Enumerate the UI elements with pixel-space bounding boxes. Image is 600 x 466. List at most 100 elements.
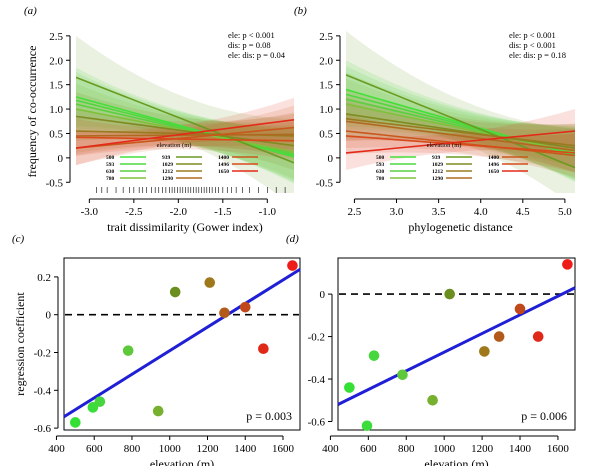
x-tick-label: 3.0 [390, 206, 404, 218]
data-point [361, 420, 373, 432]
series-line [76, 136, 294, 142]
legend-label: 1650 [218, 169, 229, 175]
x-tick-label: 1400 [509, 443, 532, 455]
confidence-band [346, 30, 575, 193]
y-tick-label: -0.2 [308, 332, 325, 344]
x-tick-label: 1600 [547, 443, 570, 455]
x-tick-label: 1200 [196, 443, 219, 455]
x-tick-label: -1.0 [259, 206, 277, 218]
data-point [532, 331, 544, 342]
x-tick-label: 400 [322, 443, 339, 455]
y-axis-label: regression coefficient [13, 292, 27, 396]
legend-label: 593 [376, 162, 385, 168]
y-tick-label: 1.5 [49, 80, 63, 92]
x-tick-label: 4.0 [474, 206, 488, 218]
legend-label: 1290 [162, 176, 173, 182]
series-line [346, 130, 575, 157]
panel-3: (d) -0.6 -0.4 -0.2 0 400 600 800 1000 1200 1400 160… [286, 233, 576, 466]
panel-1: (b) -0.5 0 0.5 1.0 1.5 2.0 2.5 2.5 3.0 3.5 4.0 4.5 5.… [294, 5, 575, 234]
legend-label: 500 [106, 155, 115, 161]
stat-text: ele: p < 0.001 [228, 30, 275, 40]
series-line [76, 126, 294, 149]
series-line [76, 119, 294, 149]
x-axis-label: trait dissimilarity (Gower index) [107, 220, 263, 234]
x-axis-label: elevation (m) [424, 457, 488, 466]
plot-area [76, 35, 294, 193]
x-tick-label: 1000 [159, 443, 182, 455]
y-tick-label: 1.0 [49, 104, 63, 116]
legend-label: 780 [376, 176, 385, 182]
panel-label: (d) [286, 233, 299, 245]
y-tick-label: 2.0 [319, 55, 333, 67]
x-tick-label: 1000 [433, 443, 456, 455]
data-point [368, 350, 380, 361]
x-tick-label: 1400 [234, 443, 257, 455]
y-tick-label: -0.4 [308, 374, 326, 386]
legend-label: 1212 [432, 169, 443, 175]
data-point [493, 331, 505, 342]
series-line [346, 135, 575, 154]
legend-label: 1496 [218, 162, 229, 168]
x-tick-label: 800 [398, 443, 415, 455]
legend-label: 630 [376, 169, 385, 175]
panel-label: (c) [12, 233, 25, 245]
x-tick-label: -2.5 [125, 206, 143, 218]
y-tick-label: -0.6 [308, 417, 326, 429]
legend-label: 939 [432, 155, 441, 161]
stat-text: ele: dis: p = 0.18 [509, 50, 566, 60]
x-tick-label: 4.5 [516, 206, 530, 218]
stat-text: dis: p < 0.001 [509, 40, 556, 50]
data-point [204, 277, 216, 288]
x-tick-label: 5.0 [558, 206, 572, 218]
x-axis-label: elevation (m) [150, 457, 214, 466]
series-line [346, 103, 575, 153]
series-line [76, 76, 294, 164]
legend-label: 1029 [162, 162, 173, 168]
legend-label: 780 [106, 176, 115, 182]
x-tick-label: 800 [124, 443, 141, 455]
legend-label: 1029 [432, 162, 443, 168]
data-point [122, 345, 134, 356]
x-tick-label: -3.0 [81, 206, 99, 218]
legend-label: 1496 [488, 162, 499, 168]
y-tick-label: -0.6 [34, 423, 52, 435]
x-tick-label: 600 [86, 443, 103, 455]
y-tick-label: 0 [328, 153, 334, 165]
legend-label: 500 [376, 155, 385, 161]
y-tick-label: 1.5 [319, 80, 333, 92]
stat-text: ele: p < 0.001 [509, 30, 556, 40]
data-point [397, 369, 408, 381]
stat-text: dis: p = 0.08 [228, 40, 271, 50]
legend-label: 593 [106, 162, 115, 168]
p-value: p = 0.003 [246, 409, 292, 423]
confidence-band [76, 67, 294, 184]
data-point [444, 288, 455, 300]
confidence-band [346, 109, 575, 171]
data-point [94, 396, 106, 407]
data-point [258, 343, 269, 355]
y-tick-label: 0.2 [37, 272, 51, 284]
y-tick-label: -0.4 [34, 385, 52, 397]
data-point [562, 259, 573, 270]
x-tick-label: 2.5 [348, 206, 362, 218]
regression-line [63, 268, 301, 419]
x-tick-label: 1200 [471, 443, 494, 455]
legend-title: elevation (m) [157, 142, 192, 149]
y-tick-label: 0 [58, 153, 64, 165]
legend-label: 939 [162, 155, 171, 161]
x-tick-label: -2.0 [170, 206, 188, 218]
legend-label: 1650 [488, 169, 499, 175]
x-tick-label: 600 [360, 443, 377, 455]
y-tick-label: 2.0 [49, 55, 63, 67]
data-point [479, 346, 490, 357]
panel-0: (a) -0.5 0 0.5 1.0 1.5 2.0 2.5 -3.0 -2.5 -2.0 -1.5 -… [24, 5, 294, 234]
y-tick-label: -0.5 [316, 177, 334, 189]
y-tick-label: 0 [46, 310, 52, 322]
series-line [346, 130, 575, 154]
y-tick-label: 2.5 [319, 31, 333, 43]
regression-line [337, 286, 576, 406]
plot-frame [63, 257, 301, 431]
data-point [287, 260, 298, 271]
y-tick-label: 0.5 [319, 128, 333, 140]
y-tick-label: -0.5 [46, 177, 64, 189]
